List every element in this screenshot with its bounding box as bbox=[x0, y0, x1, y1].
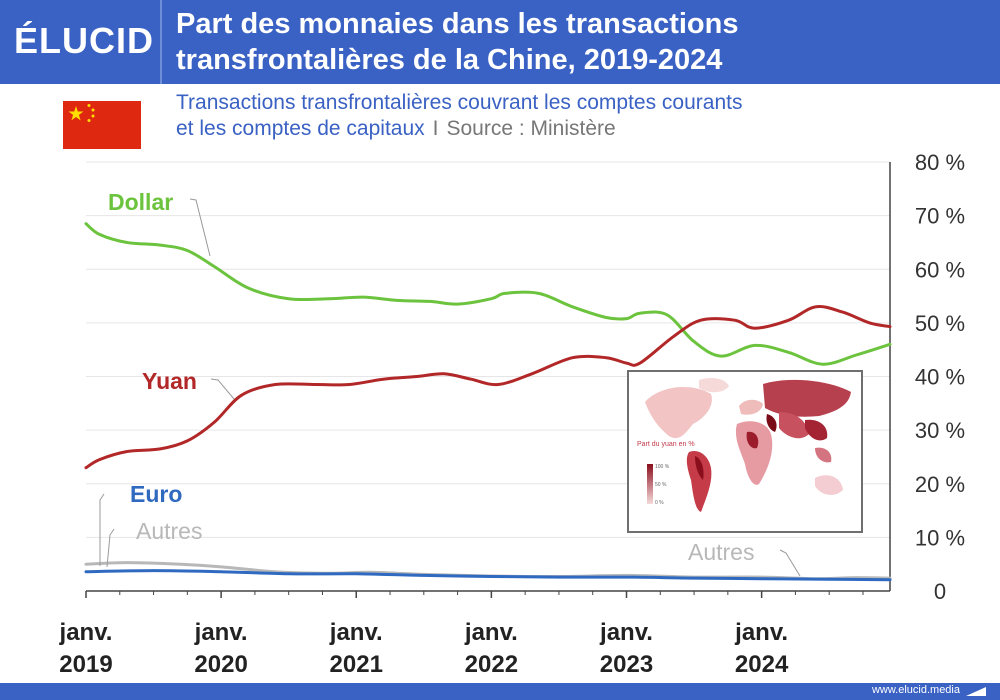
y-tick-label: 30 % bbox=[915, 418, 965, 443]
leader-line bbox=[106, 528, 115, 568]
y-tick-label: 50 % bbox=[915, 311, 965, 336]
chart-subtitle: Transactions transfrontalières couvrant … bbox=[176, 90, 896, 142]
leader-line bbox=[99, 493, 105, 566]
inset-legend-title: Part du yuan en % bbox=[637, 441, 695, 448]
subtitle-line-1: Transactions transfrontalières couvrant … bbox=[176, 91, 743, 114]
title-line-1: Part des monnaies dans les transactions bbox=[176, 8, 739, 40]
y-tick-label: 0 bbox=[934, 579, 946, 604]
logo-box: ÉLUCID bbox=[0, 0, 162, 84]
y-tick-label: 10 % bbox=[915, 525, 965, 550]
inset-legend-label-low: 0 % bbox=[655, 500, 664, 506]
title-line-2: transfrontalières de la Chine, 2019-2024 bbox=[176, 44, 723, 76]
header-bar: ÉLUCID Part des monnaies dans les transa… bbox=[0, 0, 1000, 84]
subtitle-separator: I bbox=[432, 117, 439, 140]
y-tick-label: 60 % bbox=[915, 257, 965, 282]
x-tick-label: janv. 2019 bbox=[59, 619, 113, 678]
y-tick-label: 70 % bbox=[915, 204, 965, 229]
series-label-dollar: Dollar bbox=[108, 189, 173, 215]
series-line-euro bbox=[84, 569, 892, 582]
axes: 80 % 70 % 60 % 50 % 40 % 30 % 20 % 10 % 0 janv. 20… bbox=[59, 150, 966, 678]
elucid-logo: ÉLUCID bbox=[14, 20, 154, 61]
series-label-autres: Autres bbox=[136, 518, 202, 544]
x-tick-label: janv. 2023 bbox=[599, 619, 653, 678]
footer-url: www.elucid.media bbox=[871, 684, 960, 696]
inset-legend-scale bbox=[647, 464, 653, 504]
y-tick-label: 20 % bbox=[915, 472, 965, 497]
source-note: Source : Ministère bbox=[446, 117, 616, 140]
leader-line bbox=[779, 549, 801, 577]
inset-legend-label-high: 100 % bbox=[655, 464, 670, 470]
footer-bar: www.elucid.media bbox=[0, 683, 1000, 700]
series-line-dollar bbox=[84, 222, 892, 366]
x-tick-label: janv. 2020 bbox=[194, 619, 248, 678]
page-title: Part des monnaies dans les transactions … bbox=[176, 6, 976, 78]
y-tick-label: 80 % bbox=[915, 150, 965, 175]
x-tick-label: janv. 2021 bbox=[329, 619, 383, 678]
subtitle-line-2: et les comptes de capitaux I Source : Mini… bbox=[176, 116, 896, 142]
elucid-mark-icon bbox=[966, 687, 986, 696]
series-line-yuan bbox=[84, 305, 892, 470]
series-lines bbox=[84, 222, 892, 582]
world-map-inset: Part du yuan en % 100 % 50 % 0 % bbox=[627, 370, 863, 533]
y-tick-label: 40 % bbox=[915, 365, 965, 390]
leader-line bbox=[210, 378, 235, 400]
series-label-yuan: Yuan bbox=[142, 368, 197, 394]
china-flag-icon bbox=[63, 101, 141, 149]
world-map-icon: Part du yuan en % 100 % 50 % 0 % bbox=[637, 378, 851, 512]
subtitle-line-2-text: et les comptes de capitaux bbox=[176, 117, 425, 140]
series-label-autres: Autres bbox=[688, 539, 754, 565]
inset-legend-label-mid: 50 % bbox=[655, 482, 667, 488]
annotations: Dollar Yuan Euro Autres Autres bbox=[99, 189, 801, 577]
leader-line bbox=[189, 198, 211, 257]
series-label-euro: Euro bbox=[130, 481, 182, 507]
x-tick-label: janv. 2022 bbox=[464, 619, 518, 678]
x-tick-label: janv. 2024 bbox=[734, 619, 789, 678]
